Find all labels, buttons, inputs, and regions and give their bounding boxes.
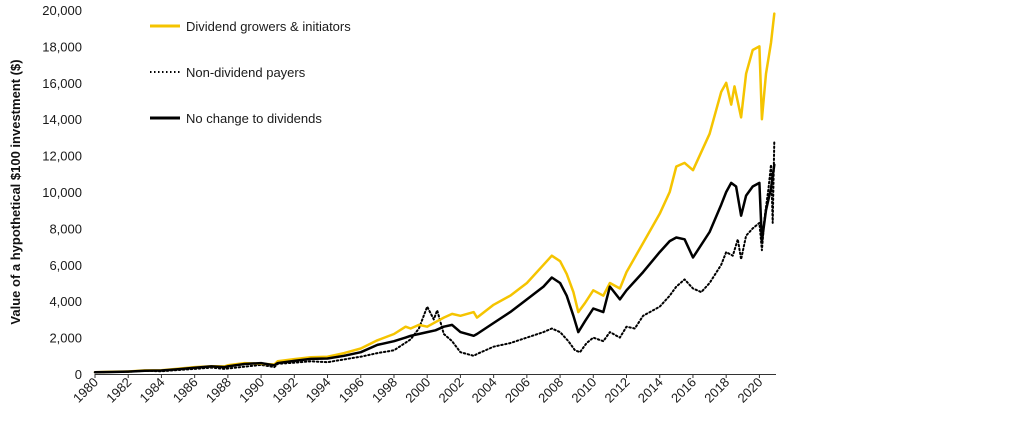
- series-line-no-change-to-dividends: [93, 163, 776, 374]
- legend-label: Dividend growers & initiators: [186, 19, 351, 34]
- x-tick-label: 1996: [336, 375, 367, 406]
- y-tick-label: 4,000: [49, 294, 82, 309]
- x-tick-label: 2004: [469, 375, 500, 406]
- y-tick-label: 14,000: [42, 112, 82, 127]
- y-tick-label: 8,000: [49, 221, 82, 236]
- x-tick-label: 2014: [635, 375, 666, 406]
- x-tick-label: 1986: [170, 375, 201, 406]
- x-tick-label: 2018: [701, 375, 732, 406]
- x-tick-label: 1994: [303, 375, 334, 406]
- y-axis-ticks: 0 2,000 4,000 6,000 8,000 10,000 12,000 14,000 1…: [42, 3, 82, 382]
- x-tick-label: 1992: [269, 375, 300, 406]
- y-tick-label: 0: [75, 367, 82, 382]
- y-tick-label: 2,000: [49, 331, 82, 346]
- y-tick-label: 12,000: [42, 149, 82, 164]
- x-tick-label: 2010: [568, 375, 599, 406]
- x-axis-ticks: 1980 1982 1984 1986 1988 1990 1992 1994 1996 1998…: [70, 374, 766, 406]
- x-tick-label: 2020: [734, 375, 765, 406]
- y-tick-label: 16,000: [42, 76, 82, 91]
- y-tick-label: 18,000: [42, 39, 82, 54]
- y-tick-label: 10,000: [42, 185, 82, 200]
- x-tick-label: 2016: [668, 375, 699, 406]
- x-tick-label: 1982: [103, 375, 134, 406]
- x-tick-label: 1990: [236, 375, 267, 406]
- x-tick-label: 2012: [602, 375, 633, 406]
- legend: Dividend growers & initiators Non-dividen…: [150, 19, 351, 126]
- x-tick-label: 1984: [137, 375, 168, 406]
- series-line-non-dividend-payers: [94, 140, 776, 374]
- y-tick-label: 20,000: [42, 3, 82, 18]
- x-tick-label: 1998: [369, 375, 400, 406]
- y-tick-label: 6,000: [49, 258, 82, 273]
- series-group: [93, 12, 776, 374]
- x-tick-label: 2000: [402, 375, 433, 406]
- x-tick-label: 1988: [203, 375, 234, 406]
- x-tick-label: 2006: [502, 375, 533, 406]
- y-axis-label: Value of a hypothetical $100 investment …: [8, 59, 23, 324]
- legend-label: Non-dividend payers: [186, 65, 306, 80]
- x-tick-label: 2008: [535, 375, 566, 406]
- legend-label: No change to dividends: [186, 111, 322, 126]
- x-tick-label: 2002: [435, 375, 466, 406]
